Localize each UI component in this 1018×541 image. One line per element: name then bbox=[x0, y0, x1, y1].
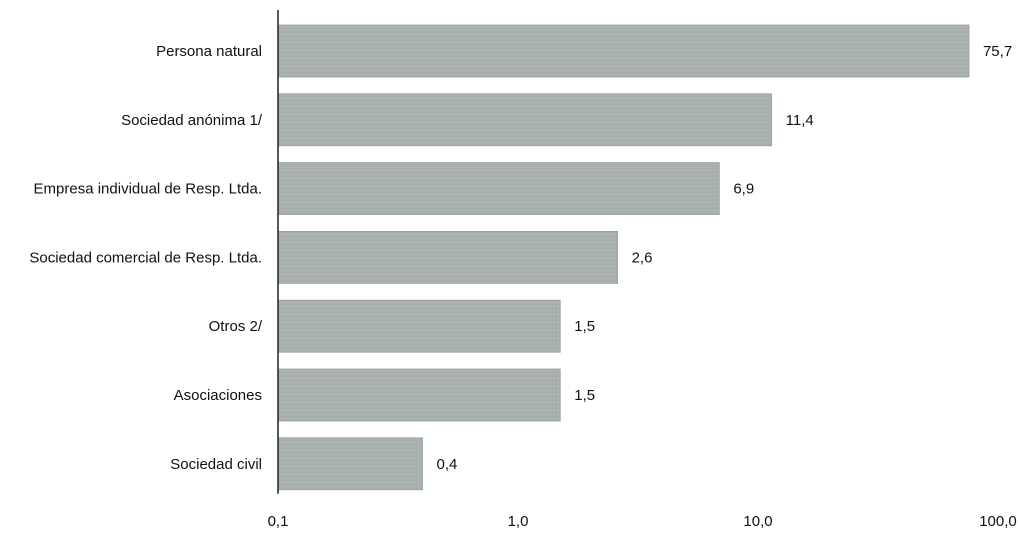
category-label: Otros 2/ bbox=[209, 318, 263, 335]
bar bbox=[277, 299, 561, 353]
category-label: Sociedad comercial de Resp. Ltda. bbox=[29, 249, 262, 266]
category-label: Asociaciones bbox=[174, 387, 262, 404]
x-tick-label: 100,0 bbox=[979, 513, 1017, 530]
bar bbox=[277, 437, 423, 491]
bar bbox=[277, 162, 720, 216]
x-tick-label: 0,1 bbox=[268, 513, 289, 530]
data-label: 1,5 bbox=[574, 318, 595, 335]
category-label: Sociedad civil bbox=[170, 456, 262, 473]
category-label: Persona natural bbox=[156, 43, 262, 60]
data-label: 6,9 bbox=[733, 181, 754, 198]
data-label: 75,7 bbox=[983, 43, 1012, 60]
data-label: 0,4 bbox=[436, 456, 457, 473]
data-label: 11,4 bbox=[786, 112, 814, 129]
category-label: Empresa individual de Resp. Ltda. bbox=[34, 181, 262, 198]
bar bbox=[277, 24, 970, 78]
labels-layer: Persona natural 75,7 Sociedad anónima 1/11… bbox=[29, 43, 1012, 473]
x-axis-ticks: 0,1 1,0 10,0 100,0 bbox=[268, 513, 1017, 530]
x-tick-label: 10,0 bbox=[743, 513, 772, 530]
x-tick-label: 1,0 bbox=[508, 513, 529, 530]
category-label: Sociedad anónima 1/ bbox=[121, 112, 263, 129]
data-label: 2,6 bbox=[632, 249, 653, 266]
bars-layer bbox=[277, 24, 970, 491]
data-label: 1,5 bbox=[574, 387, 595, 404]
bar bbox=[277, 93, 773, 147]
bar bbox=[277, 230, 618, 284]
bar bbox=[277, 368, 561, 422]
